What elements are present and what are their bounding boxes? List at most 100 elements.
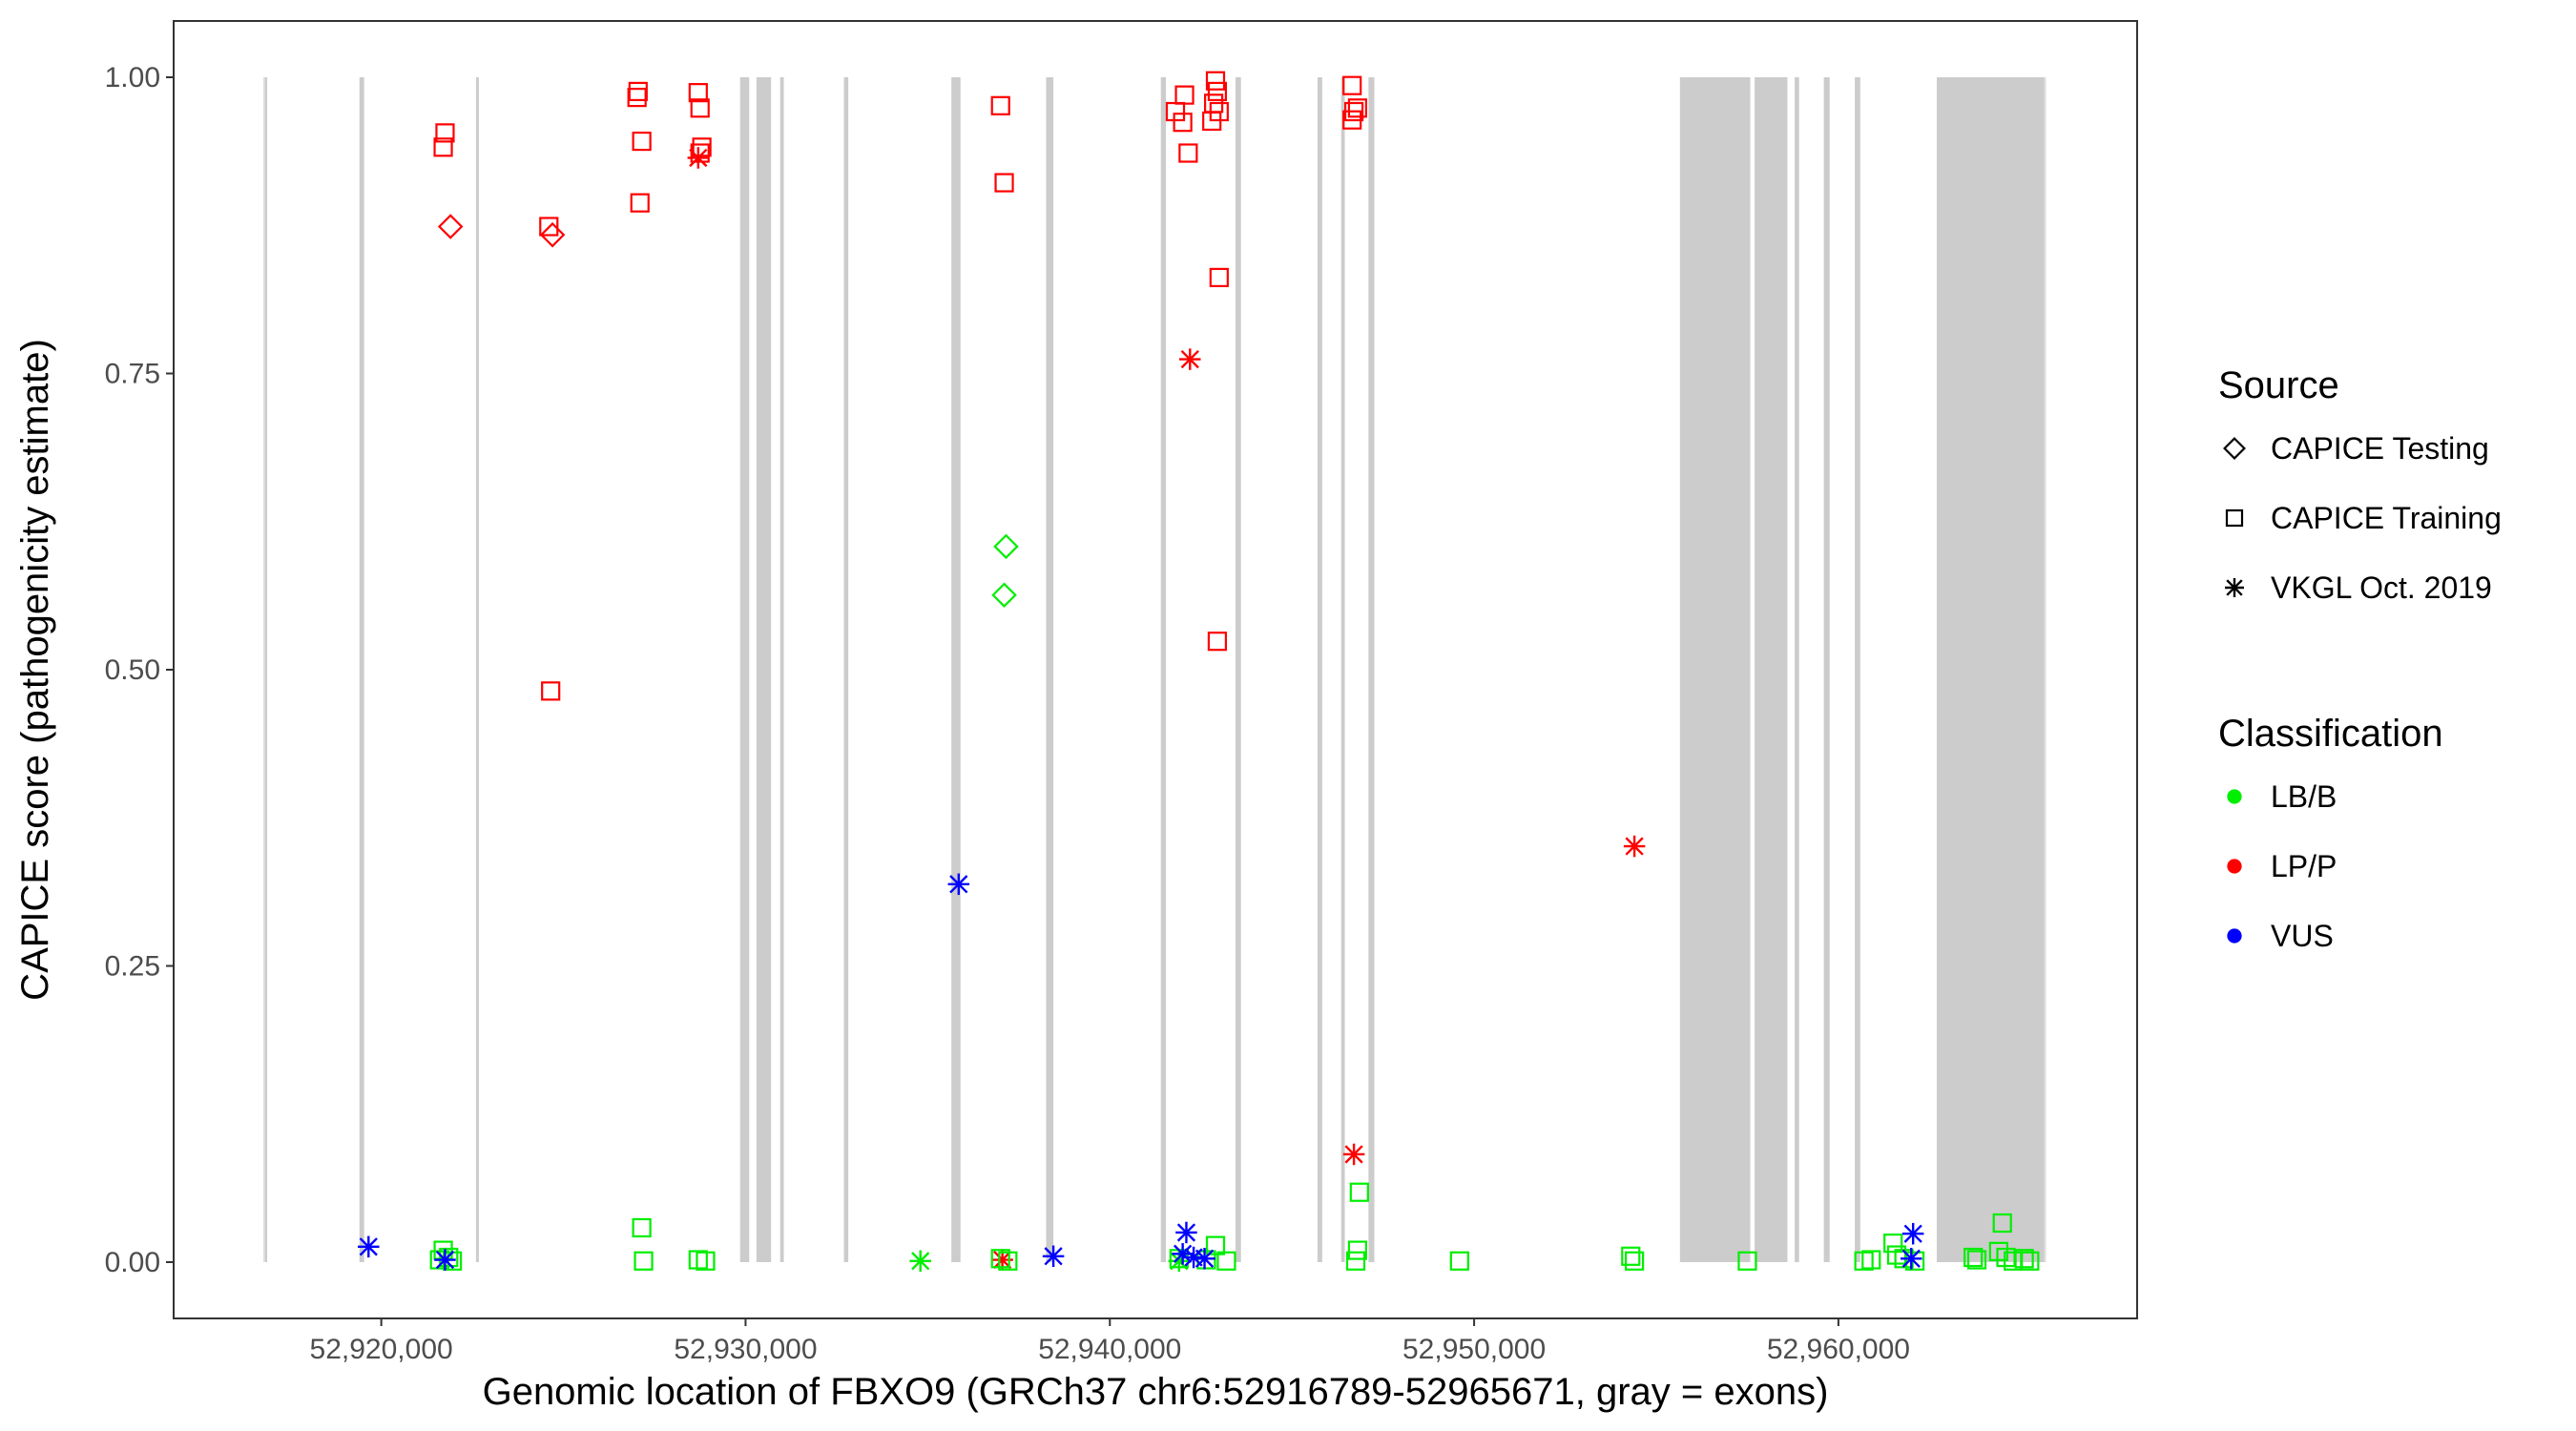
marker-square: [1883, 1234, 1903, 1254]
data-point: [634, 1251, 654, 1271]
x-tick-label: 52,960,000: [1767, 1334, 1910, 1365]
marker-asterisk-stroke: [1180, 349, 1199, 369]
marker-square: [632, 131, 652, 152]
exon-band: [756, 76, 772, 1263]
data-point: [1205, 71, 1226, 91]
y-tick-label: 0.25: [105, 951, 160, 983]
x-tick-label: 52,920,000: [310, 1334, 453, 1365]
marker-asterisk-stroke: [993, 1250, 1012, 1270]
data-point: [1182, 1246, 1205, 1269]
data-point: [1624, 1251, 1645, 1271]
data-point: [628, 81, 648, 101]
data-point: [696, 1251, 716, 1271]
legend-classification-key: [2227, 859, 2242, 874]
marker-square: [1207, 632, 1228, 652]
marker-square: [1342, 75, 1362, 95]
data-point: [688, 1250, 708, 1270]
marker-square: [690, 98, 710, 118]
marker-asterisk-stroke: [359, 1237, 378, 1256]
marker-square: [1963, 1247, 1984, 1268]
exon-band: [1368, 76, 1375, 1263]
data-point: [1178, 143, 1198, 163]
data-point: [1992, 1213, 2012, 1234]
exon-band: [1855, 76, 1860, 1263]
marker-asterisk-stroke: [1176, 1223, 1196, 1242]
marker-square: [539, 217, 559, 237]
data-point: [991, 582, 1017, 609]
data-point: [1449, 1251, 1469, 1271]
marker-square: [1349, 1182, 1369, 1202]
marker-square: [1861, 1250, 1881, 1270]
data-point: [1172, 1243, 1194, 1265]
data-point: [1207, 81, 1228, 101]
marker-square: [990, 95, 1010, 115]
data-point: [1194, 1248, 1215, 1270]
marker-square: [1624, 1251, 1645, 1271]
exon-band: [359, 76, 364, 1263]
marker-square: [1207, 81, 1228, 101]
marker-square: [632, 1217, 652, 1238]
data-point: [632, 131, 652, 152]
marker-square: [688, 1250, 708, 1270]
exon-band: [1160, 76, 1167, 1263]
legend-source-title: Source: [2218, 364, 2339, 406]
marker-square: [1209, 267, 1229, 287]
marker-diamond: [539, 221, 566, 248]
marker-square: [2225, 508, 2244, 528]
exon-band: [779, 76, 784, 1263]
y-axis-title: CAPICE score (pathogenicity estimate): [14, 339, 56, 1001]
marker-square: [998, 1251, 1018, 1271]
legend-classification-label: LB/B: [2271, 779, 2337, 814]
marker-square: [1347, 1240, 1368, 1260]
legend-source-label: CAPICE Training: [2271, 501, 2502, 535]
marker-square: [990, 1249, 1010, 1269]
data-point: [541, 681, 561, 701]
data-point: [947, 873, 970, 896]
data-point: [1901, 1248, 1922, 1270]
marker-square: [1737, 1251, 1757, 1271]
marker-square: [1966, 1250, 1987, 1270]
marker-square: [435, 123, 455, 143]
data-point: [1202, 111, 1222, 132]
data-point: [2014, 1249, 2034, 1269]
data-point: [433, 137, 453, 157]
marker-square: [1216, 1251, 1236, 1271]
marker-asterisk-stroke: [1195, 1249, 1215, 1268]
marker-square: [1174, 85, 1195, 105]
data-point: [1209, 267, 1229, 287]
marker-square: [994, 173, 1014, 193]
marker-square: [628, 81, 648, 101]
data-point: [539, 221, 566, 248]
marker-square: [1345, 1251, 1366, 1271]
legend-classification-label: VUS: [2271, 919, 2334, 953]
data-point: [993, 533, 1019, 560]
marker-dot: [2227, 859, 2242, 874]
marker-square: [1178, 143, 1198, 163]
data-point: [1179, 348, 1201, 370]
marker-asterisk-stroke: [1174, 1244, 1193, 1263]
data-point: [1737, 1251, 1757, 1271]
data-point: [1623, 835, 1646, 858]
marker-square: [1205, 1235, 1226, 1255]
marker-square: [433, 137, 453, 157]
x-axis-title: Genomic location of FBXO9 (GRCh37 chr6:5…: [483, 1371, 1829, 1413]
data-point: [1854, 1251, 1874, 1271]
marker-asterisk-stroke: [911, 1252, 930, 1271]
marker-diamond: [993, 533, 1019, 560]
marker-asterisk-stroke: [1625, 837, 1644, 856]
marker-asterisk-stroke: [1903, 1224, 1922, 1243]
exon-band: [1679, 76, 1751, 1263]
data-point: [630, 193, 650, 213]
data-point: [539, 217, 559, 237]
legend-classification-key: [2227, 789, 2242, 804]
marker-square: [688, 83, 708, 103]
x-tick-label: 52,930,000: [674, 1334, 817, 1365]
data-point: [1347, 1240, 1368, 1260]
marker-square: [1621, 1246, 1641, 1266]
marker-square: [2014, 1249, 2034, 1269]
y-tick-label: 0.75: [105, 358, 160, 389]
marker-square: [1854, 1251, 1874, 1271]
exon-band: [1340, 76, 1345, 1263]
data-point: [690, 143, 710, 163]
